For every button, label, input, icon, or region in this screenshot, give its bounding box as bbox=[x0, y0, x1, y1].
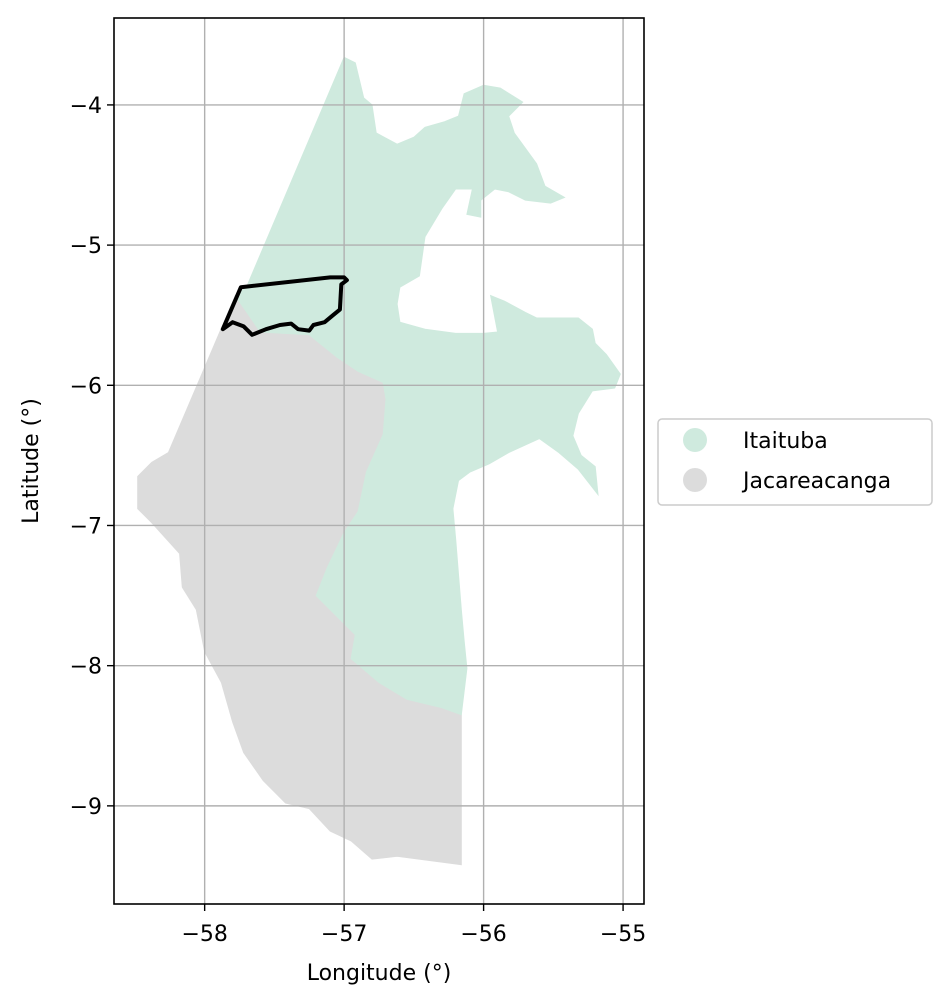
highlight-boundary bbox=[220, 275, 349, 337]
x-axis: −58 −57 −56 −55 bbox=[181, 904, 646, 947]
map-regions bbox=[137, 56, 621, 866]
y-tick-label: −4 bbox=[70, 94, 102, 119]
legend-label-itaituba: Itaituba bbox=[743, 429, 828, 454]
y-tick-label: −6 bbox=[70, 374, 102, 399]
legend-swatch-jacareacanga bbox=[683, 468, 707, 492]
x-axis-label: Longitude (°) bbox=[307, 961, 452, 986]
map-grid bbox=[114, 18, 644, 904]
highlight-outline bbox=[220, 275, 349, 337]
legend-label-jacareacanga: Jacareacanga bbox=[741, 469, 891, 494]
y-tick-label: −5 bbox=[70, 234, 102, 259]
y-axis: −4 −5 −6 −7 −8 −9 bbox=[70, 94, 114, 820]
y-axis-label: Latitude (°) bbox=[19, 398, 44, 524]
plot-frame bbox=[113, 17, 645, 905]
legend: Itaituba Jacareacanga bbox=[657, 418, 933, 506]
legend-frame bbox=[657, 418, 933, 506]
x-tick-label: −57 bbox=[321, 922, 367, 947]
y-tick-label: −8 bbox=[70, 655, 102, 680]
x-tick-label: −58 bbox=[181, 922, 227, 947]
region-itaituba bbox=[234, 56, 621, 716]
legend-swatch-itaituba bbox=[683, 428, 707, 452]
y-tick-label: −9 bbox=[70, 795, 102, 820]
y-tick-label: −7 bbox=[70, 514, 102, 539]
x-tick-label: −56 bbox=[460, 922, 506, 947]
x-tick-label: −55 bbox=[600, 922, 646, 947]
